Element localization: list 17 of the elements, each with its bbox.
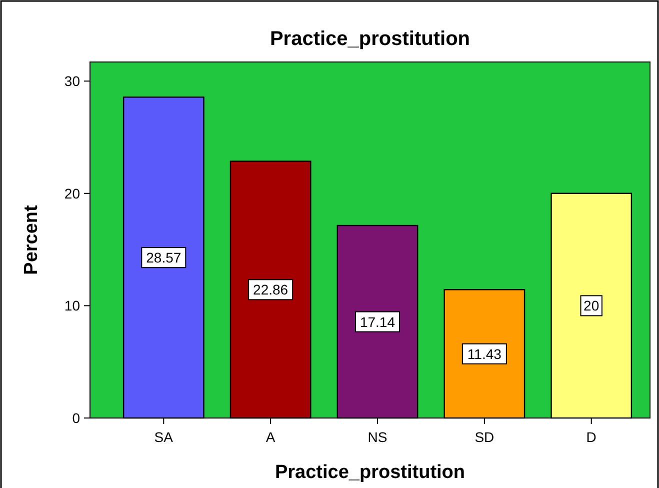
x-axis-title: Practice_prostitution: [274, 462, 466, 483]
y-tick-label: 30: [64, 73, 80, 90]
data-label: 11.43: [467, 346, 502, 362]
x-tick-label: NS: [368, 429, 388, 445]
y-tick-label: 0: [72, 410, 80, 426]
x-tick-label: SD: [474, 429, 494, 445]
y-tick-label: 10: [64, 298, 80, 314]
y-tick-label: 20: [64, 185, 80, 202]
data-label: 17.14: [360, 314, 396, 330]
chart-title: Practice_prostitution: [270, 28, 470, 50]
y-axis-title: Percent: [21, 204, 42, 275]
data-label: 22.86: [253, 282, 288, 298]
x-tick-label: SA: [154, 429, 174, 445]
data-label: 20: [584, 298, 600, 314]
data-label: 28.57: [146, 250, 182, 266]
x-tick-label: D: [586, 429, 596, 445]
x-tick-label: A: [266, 429, 276, 445]
